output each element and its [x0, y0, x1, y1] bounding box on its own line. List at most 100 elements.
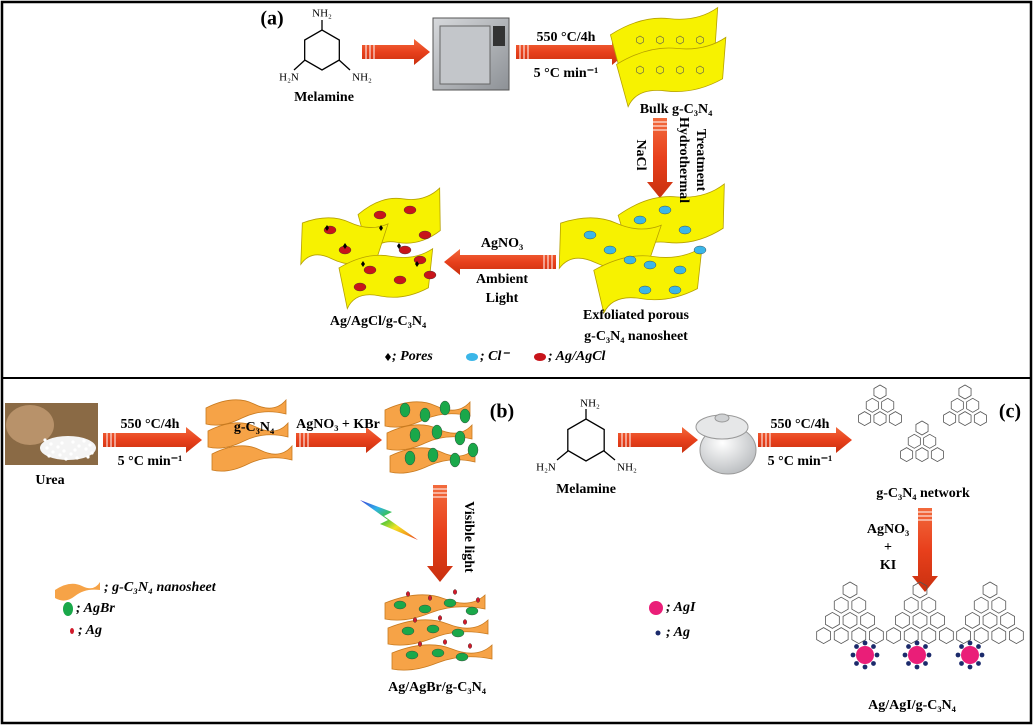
ring [903, 596, 919, 614]
condition: 550 °C/4h [771, 417, 830, 432]
ring [965, 611, 980, 629]
legend-text: ; Cl⁻ [480, 349, 510, 364]
ring [858, 411, 872, 427]
amine: NH₂ [312, 8, 332, 20]
process: Hydrothermal [676, 117, 691, 203]
amine: NH₂ [617, 462, 637, 474]
particle [463, 619, 468, 625]
arrow [103, 427, 202, 453]
agi-particle [856, 646, 874, 664]
particle [393, 600, 407, 610]
particle [439, 400, 451, 416]
particle [455, 652, 469, 662]
ring [825, 611, 840, 629]
particle [603, 245, 617, 255]
ring [958, 411, 972, 427]
bond [556, 450, 569, 461]
bond [338, 59, 351, 71]
ring [881, 397, 895, 413]
product-label: Ag/AgI/g-C₃N₄ [868, 698, 957, 713]
particle [451, 628, 465, 638]
ring [816, 627, 831, 645]
ring [304, 29, 340, 71]
nanosheet [386, 423, 473, 451]
ring [895, 611, 910, 629]
particle [418, 230, 432, 240]
particle [428, 595, 433, 601]
reagent: AgNO₃ + KBr [296, 417, 380, 432]
urea-grain [58, 453, 62, 457]
product-label: Exfoliated porous [583, 308, 689, 323]
urea-grain [45, 446, 49, 450]
particle [409, 427, 421, 443]
particle [643, 260, 657, 270]
ag-particle [906, 644, 911, 649]
arrow [516, 39, 628, 65]
particle [413, 617, 418, 623]
ag-particle [955, 652, 961, 658]
ag-particle [862, 640, 868, 646]
ring [873, 411, 887, 427]
ring [656, 35, 664, 45]
particle [638, 285, 652, 295]
product-label: Bulk g-C₃N₄ [640, 102, 713, 117]
amine: H₂N [536, 462, 556, 474]
pore [397, 243, 401, 249]
particle [398, 245, 412, 255]
agi-particle [908, 646, 926, 664]
amine: H₂N [279, 72, 299, 84]
furnace-panel [493, 26, 505, 46]
urea-grain [71, 440, 75, 444]
ring [921, 627, 937, 645]
particle [467, 442, 479, 458]
compound-name: Melamine [294, 90, 354, 105]
particle [454, 430, 466, 446]
urea-grain [56, 445, 60, 449]
particle [443, 598, 457, 608]
ag-particle [902, 652, 908, 658]
pore [325, 225, 329, 231]
legend-text: ; g-C₃N₄ nanosheet [104, 580, 217, 595]
pore [343, 243, 347, 249]
ag-particle [906, 661, 911, 666]
legend-agcl [534, 353, 546, 361]
ag-particle [914, 664, 920, 670]
particle [658, 205, 672, 215]
ring [865, 397, 879, 413]
ring [636, 35, 644, 45]
intermediate-label: g-C₃N₄ network [876, 486, 970, 501]
ring [991, 627, 1007, 645]
ring [907, 433, 921, 449]
condition: 550 °C/4h [121, 417, 180, 432]
particle [431, 424, 443, 440]
product-label: g-C₃N₄ nanosheet [584, 329, 688, 344]
urea-grain [60, 441, 64, 445]
urea-grain [49, 442, 53, 446]
particle [353, 282, 367, 292]
ag-particle [850, 652, 856, 658]
particle [583, 230, 597, 240]
legend-sheet [55, 582, 100, 601]
legend-text: ; AgI [666, 600, 696, 615]
urea-grain [86, 455, 90, 459]
ring [833, 627, 849, 645]
legend-agi [649, 601, 663, 615]
particle [399, 402, 411, 418]
urea-grain [73, 448, 77, 452]
ring [973, 596, 989, 614]
ring [921, 596, 937, 614]
agi-particle [961, 646, 979, 664]
ring [930, 447, 944, 463]
legend-text: ; Ag [666, 625, 690, 640]
particle [633, 215, 647, 225]
ag-particle [967, 664, 973, 670]
product-label: Ag/AgBr/g-C₃N₄ [388, 680, 487, 695]
ring [991, 596, 1007, 614]
ring [636, 65, 644, 75]
legend-ag [70, 628, 74, 634]
particle [449, 452, 461, 468]
legend-ag [655, 630, 661, 636]
arrow [427, 485, 453, 582]
ring [973, 411, 987, 427]
